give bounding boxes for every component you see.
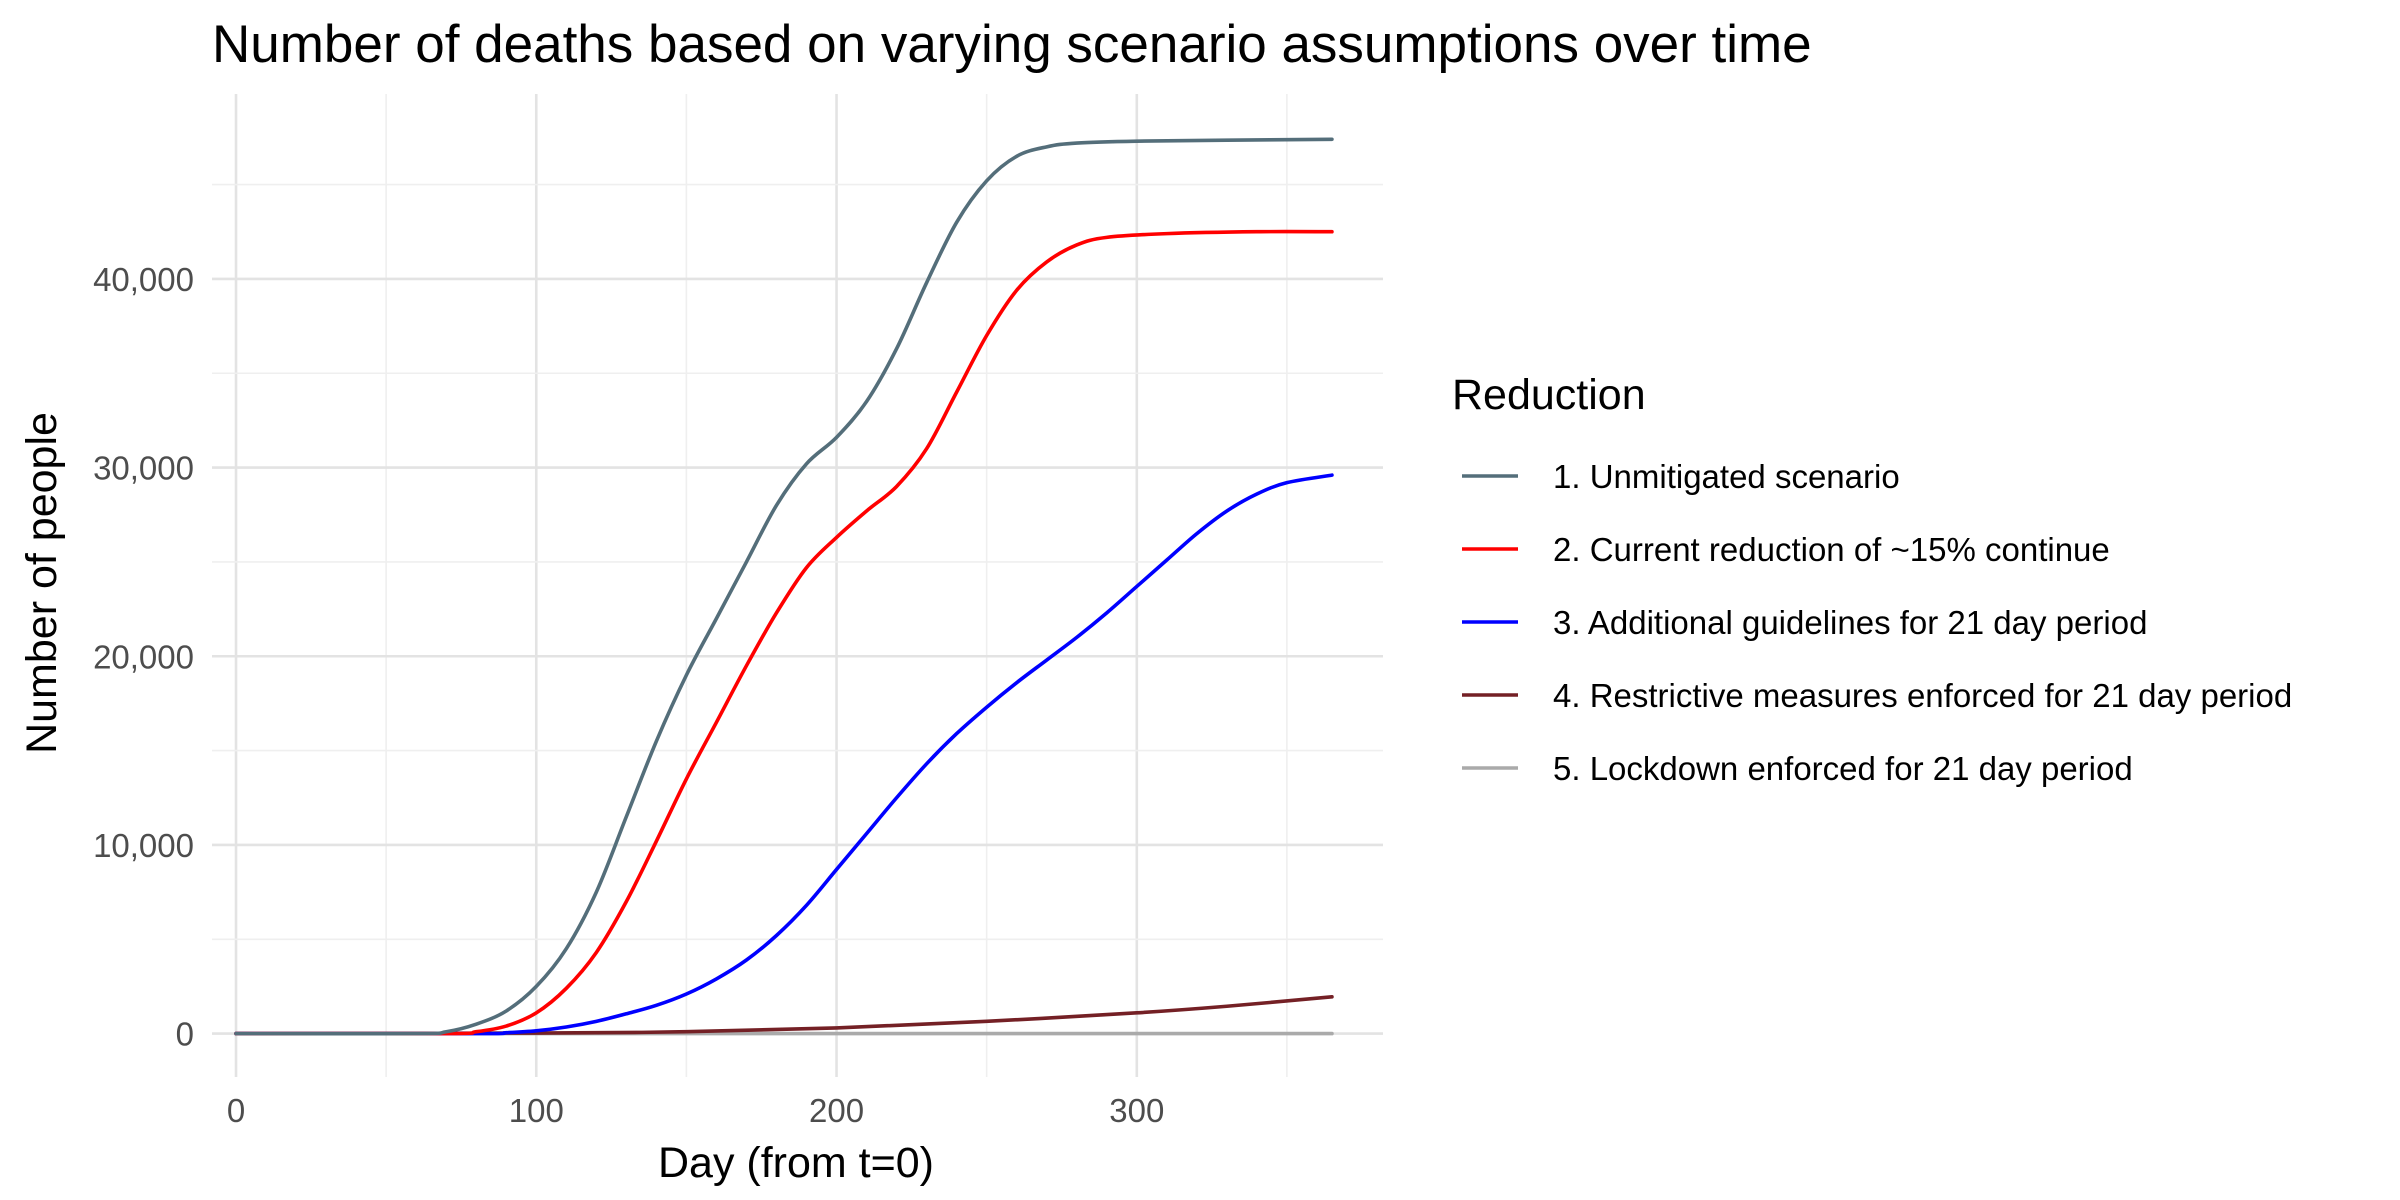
y-tick-label: 10,000 <box>93 827 194 864</box>
y-tick-label: 20,000 <box>93 638 194 675</box>
x-axis-ticks: 0 100 200 300 <box>227 1092 1164 1129</box>
x-tick-label: 200 <box>809 1092 864 1129</box>
y-tick-label: 30,000 <box>93 450 194 487</box>
x-tick-label: 300 <box>1109 1092 1164 1129</box>
series-line-4 <box>234 995 1334 1036</box>
y-tick-label: 0 <box>176 1016 194 1053</box>
x-tick-label: 0 <box>227 1092 245 1129</box>
plot-series <box>234 137 1334 1036</box>
grid-lines <box>212 94 1383 1077</box>
legend-label-2: 2. Current reduction of ~15% continue <box>1553 531 2110 568</box>
series-line-3 <box>234 473 1334 1036</box>
y-axis-title: Number of people <box>18 412 66 754</box>
y-axis-ticks: 0 10,000 20,000 30,000 40,000 <box>93 261 194 1053</box>
legend-label-5: 5. Lockdown enforced for 21 day period <box>1553 750 2133 787</box>
y-tick-label: 40,000 <box>93 261 194 298</box>
series-line-1 <box>234 137 1334 1036</box>
chart-title: Number of deaths based on varying scenar… <box>212 15 1812 74</box>
x-tick-label: 100 <box>509 1092 564 1129</box>
x-axis-title: Day (from t=0) <box>658 1139 934 1187</box>
legend-label-1: 1. Unmitigated scenario <box>1553 458 1900 495</box>
legend-label-3: 3. Additional guidelines for 21 day peri… <box>1553 604 2147 641</box>
legend: 1. Unmitigated scenario 2. Current reduct… <box>1462 458 2292 787</box>
series-line-2 <box>234 229 1334 1036</box>
legend-title: Reduction <box>1452 371 1646 419</box>
legend-label-4: 4. Restrictive measures enforced for 21 … <box>1553 677 2292 714</box>
